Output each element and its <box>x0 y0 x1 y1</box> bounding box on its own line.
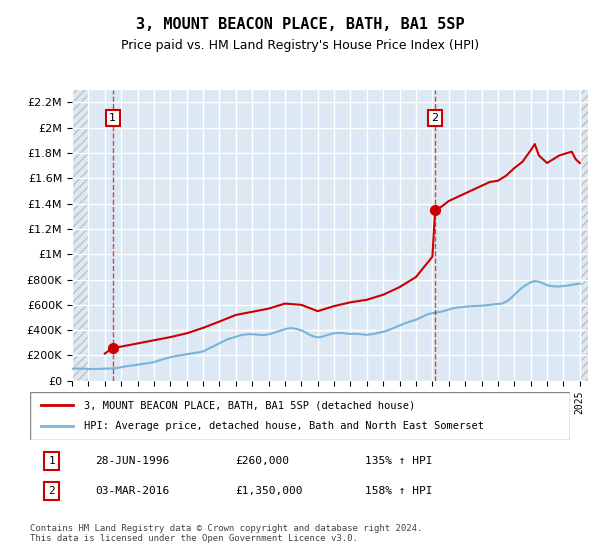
Bar <box>72 90 88 381</box>
Bar <box>580 90 588 381</box>
Text: 2: 2 <box>431 113 439 123</box>
Text: Price paid vs. HM Land Registry's House Price Index (HPI): Price paid vs. HM Land Registry's House … <box>121 39 479 52</box>
Text: £1,350,000: £1,350,000 <box>235 486 303 496</box>
Text: 1: 1 <box>109 113 116 123</box>
Text: 28-JUN-1996: 28-JUN-1996 <box>95 456 169 466</box>
Text: £260,000: £260,000 <box>235 456 289 466</box>
Text: 135% ↑ HPI: 135% ↑ HPI <box>365 456 432 466</box>
FancyBboxPatch shape <box>30 392 570 440</box>
Text: Contains HM Land Registry data © Crown copyright and database right 2024.
This d: Contains HM Land Registry data © Crown c… <box>30 524 422 543</box>
Text: 2: 2 <box>48 486 55 496</box>
Text: 1: 1 <box>48 456 55 466</box>
Text: HPI: Average price, detached house, Bath and North East Somerset: HPI: Average price, detached house, Bath… <box>84 421 484 431</box>
Text: 03-MAR-2016: 03-MAR-2016 <box>95 486 169 496</box>
Text: 3, MOUNT BEACON PLACE, BATH, BA1 5SP: 3, MOUNT BEACON PLACE, BATH, BA1 5SP <box>136 17 464 32</box>
Text: 3, MOUNT BEACON PLACE, BATH, BA1 5SP (detached house): 3, MOUNT BEACON PLACE, BATH, BA1 5SP (de… <box>84 400 415 410</box>
Text: 158% ↑ HPI: 158% ↑ HPI <box>365 486 432 496</box>
